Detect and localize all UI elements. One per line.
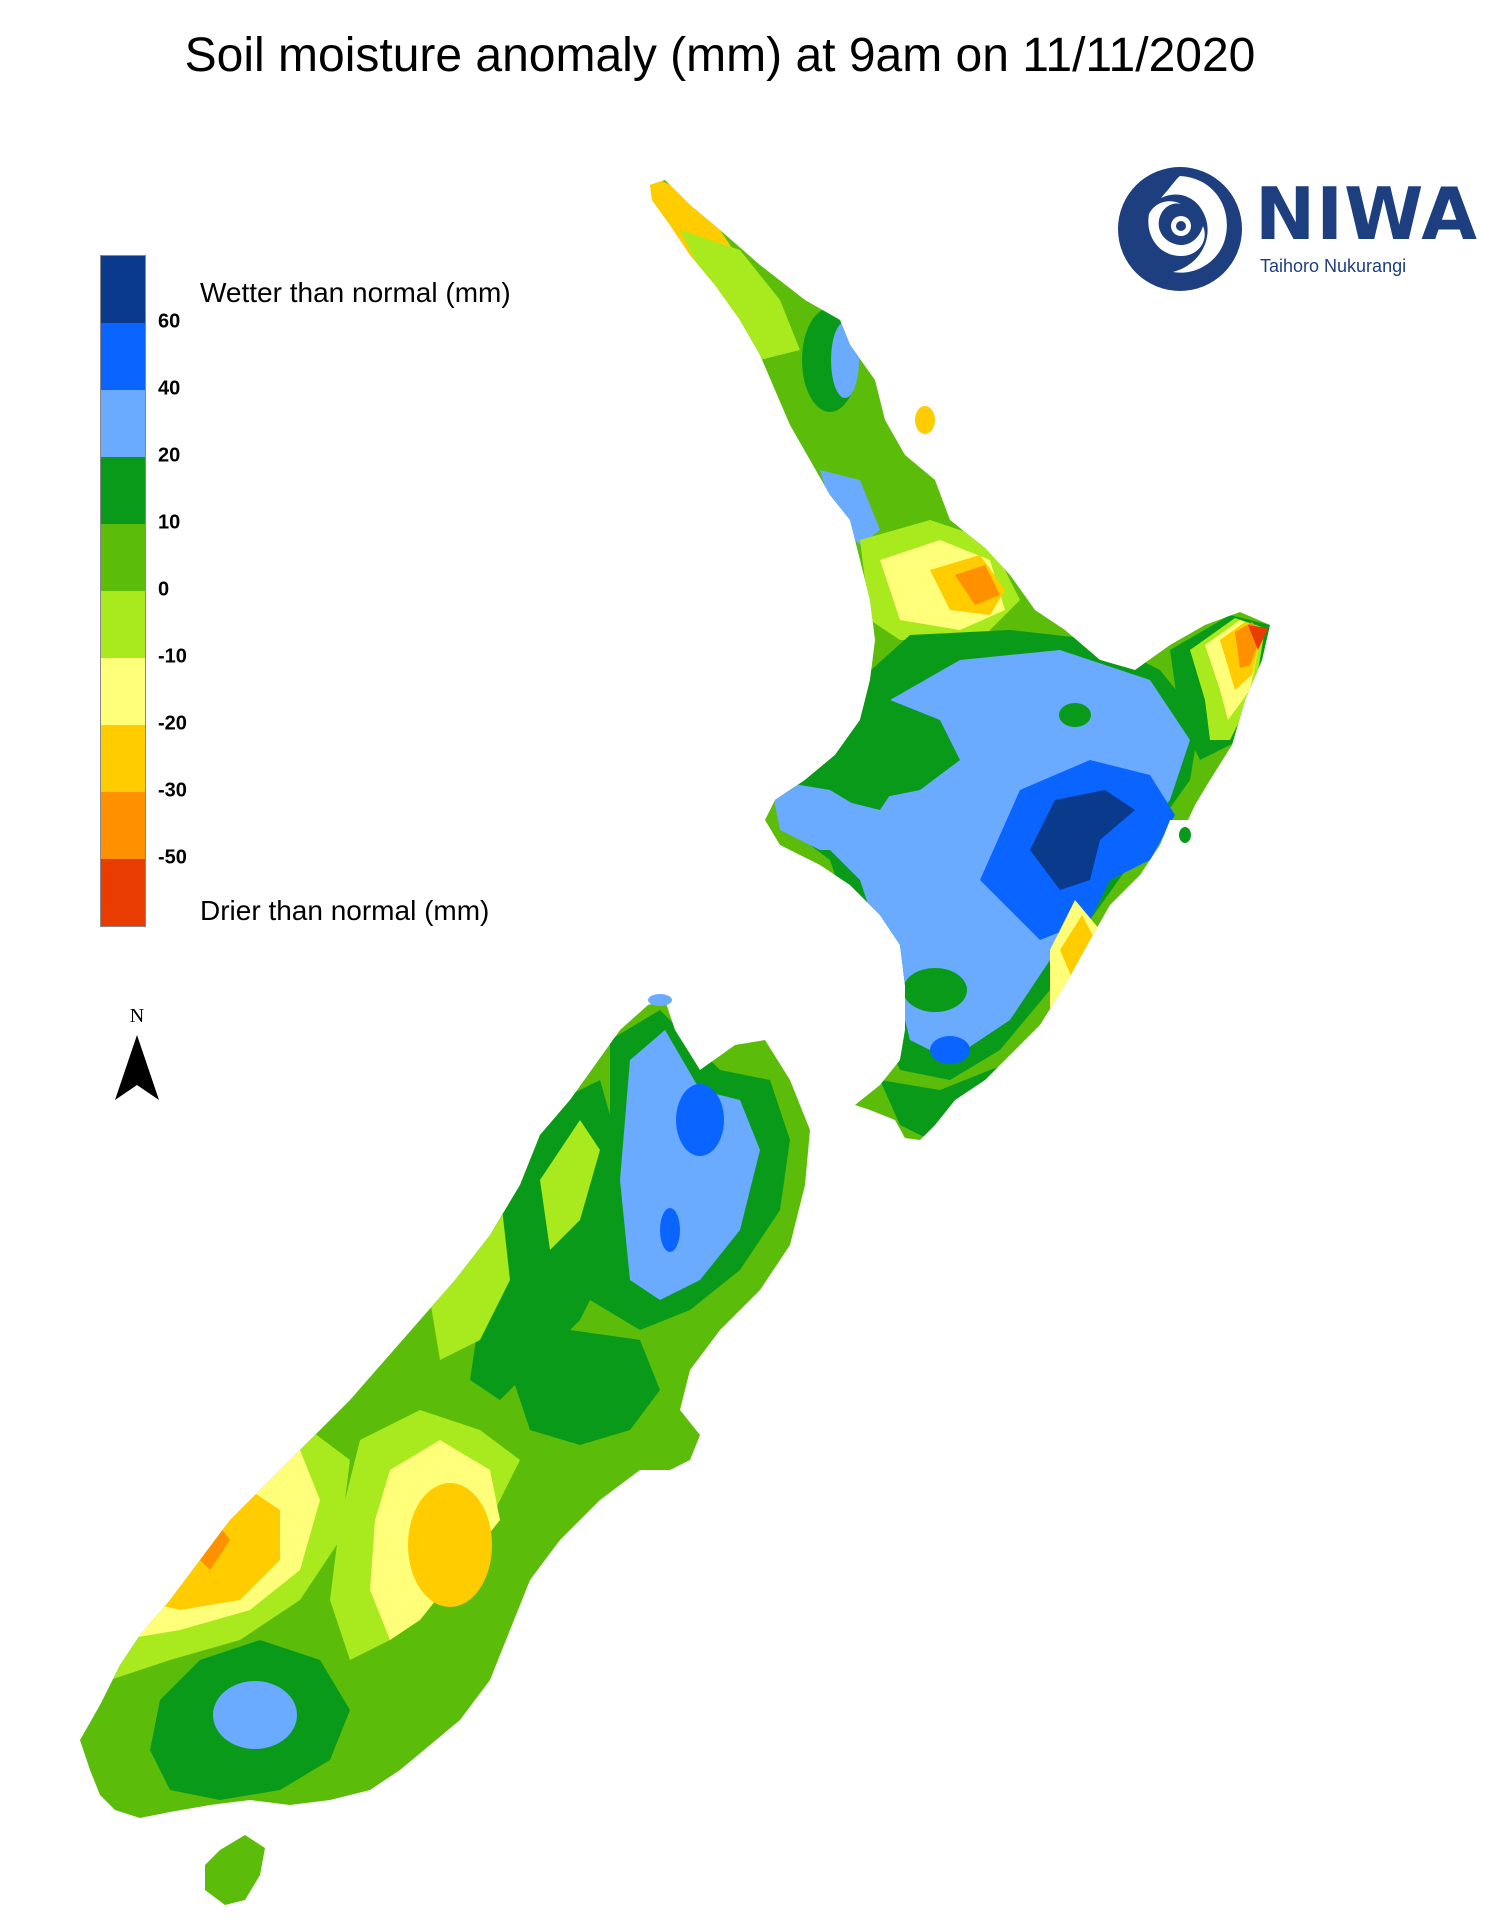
legend-swatch-1: [101, 323, 145, 390]
north-label: N: [129, 1005, 145, 1027]
legend-tick-0: 0: [158, 578, 170, 601]
legend-tick-minus-10: -10: [158, 645, 187, 668]
legend-tick-20: 20: [158, 444, 181, 467]
legend-swatch-9: [101, 859, 145, 926]
legend-swatch-7: [101, 725, 145, 792]
niwa-subtitle: Taihoro Nukurangi: [1260, 256, 1407, 276]
north-arrow: N: [112, 1005, 162, 1105]
legend: 60 40 20 10 0 -10 -20 -30 -50 Wetter tha…: [100, 255, 560, 935]
north-island: [650, 180, 1270, 1140]
legend-tick-10: 10: [158, 511, 181, 534]
great-barrier-island: [915, 406, 935, 434]
north-arrow-icon: [115, 1035, 159, 1100]
legend-swatch-2: [101, 390, 145, 457]
legend-tick-minus-30: -30: [158, 779, 187, 802]
legend-swatch-3: [101, 457, 145, 524]
legend-swatch-5: [101, 591, 145, 658]
legend-swatch-8: [101, 792, 145, 859]
legend-swatch-4: [101, 524, 145, 591]
niwa-swirl-icon: [1118, 167, 1242, 291]
legend-tick-40: 40: [158, 377, 181, 400]
legend-wetter-label: Wetter than normal (mm): [200, 277, 511, 308]
legend-tick-minus-20: -20: [158, 712, 187, 735]
legend-tick-60: 60: [158, 310, 181, 333]
niwa-logo: NIWA Taihoro Nukurangi: [1115, 160, 1478, 300]
legend-tick-minus-50: -50: [158, 846, 187, 869]
legend-color-bar: [100, 255, 146, 927]
stewart-island: [205, 1835, 265, 1905]
mahia-peninsula: [1179, 827, 1191, 843]
legend-swatch-0: [101, 256, 145, 323]
map-title: Soil moisture anomaly (mm) at 9am on 11/…: [184, 29, 1256, 82]
niwa-wordmark: NIWA: [1255, 172, 1478, 256]
legend-drier-label: Drier than normal (mm): [200, 895, 490, 926]
farewell-spit: [648, 994, 672, 1006]
south-island: [80, 1000, 810, 1818]
legend-swatch-6: [101, 658, 145, 725]
